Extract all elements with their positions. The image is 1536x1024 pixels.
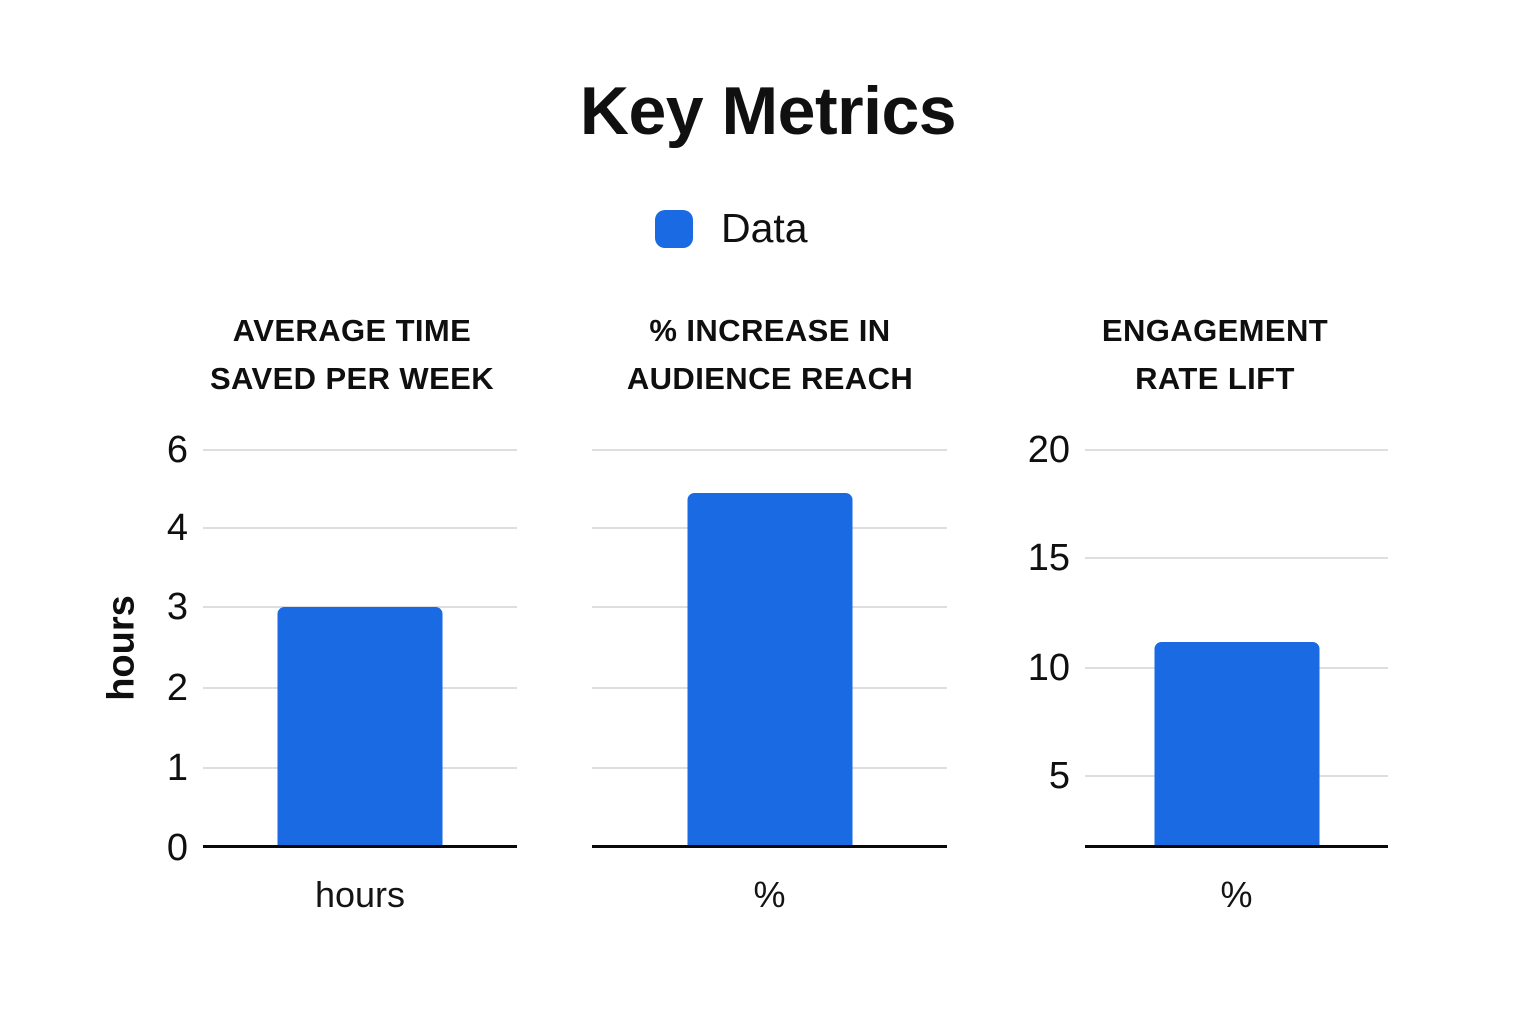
x-axis-line [203,845,517,848]
page-title: Key Metrics [579,73,957,149]
legend-swatch-icon [655,209,693,248]
chart-title-line-2: RATE LIFT [1135,361,1295,396]
x-category-label: hours [314,874,406,915]
y-tick-label: 15 [1027,536,1070,579]
y-tick-label: 5 [1048,754,1070,797]
y-tick-label: 20 [1027,429,1070,471]
x-axis-line [592,845,947,848]
y-tick-label: 4 [166,507,188,549]
bar [687,493,852,848]
gridline [203,449,517,451]
gridline [203,527,517,529]
chart-title-line-1: AVERAGE TIME [232,313,472,348]
x-axis-line [1085,845,1388,848]
chart-title-line-1: ENGAGEMENT [1101,313,1329,348]
legend: Data [655,205,808,252]
plot-area: 6 4 3 2 1 0 [167,431,517,867]
chart-title-line-2: SAVED PER WEEK [209,361,495,396]
chart-title: ENGAGEMENT RATE LIFT [1025,307,1405,403]
plot-area [592,449,947,848]
plot-area: 20 15 10 5 [1028,431,1388,848]
gridline [1085,449,1388,451]
gridline [1085,556,1388,559]
chart-title: AVERAGE TIME SAVED PER WEEK [162,307,542,403]
chart-title: % INCREASE IN AUDIENCE REACH [580,307,960,403]
gridline [203,605,517,608]
y-tick-label: 0 [166,827,188,869]
legend-label: Data [721,205,808,251]
bar [1154,641,1319,848]
x-category-label: % [1220,874,1253,915]
chart-title-line-1: % INCREASE IN [649,313,891,348]
y-axis-title: hours [100,595,143,701]
y-tick-label: 10 [1027,647,1070,690]
y-tick-label: 6 [166,429,188,471]
bar [277,606,443,848]
y-tick-label: 3 [166,585,188,628]
y-tick-label: 1 [166,747,188,789]
x-category-label: % [753,874,786,915]
gridline [592,449,947,451]
y-tick-label: 2 [166,667,188,709]
chart-title-line-2: AUDIENCE REACH [626,361,914,396]
